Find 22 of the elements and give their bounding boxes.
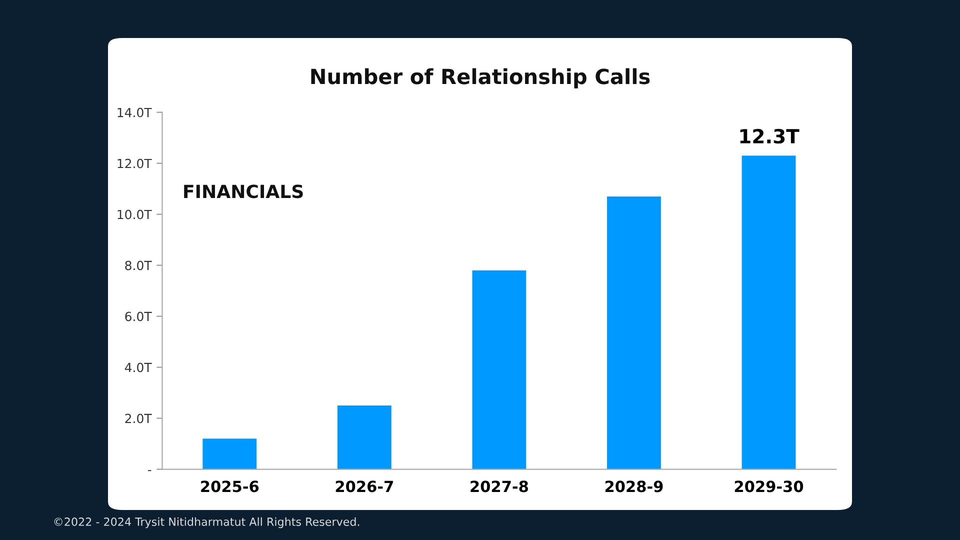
y-tick-label: 6.0T [125,312,152,322]
x-tick-label: 2025-6 [201,480,259,492]
bar [472,270,526,470]
y-tick-label: 8.0T [125,260,152,270]
x-tick-label: 2027-8 [470,480,528,492]
text: ©2022 - 2024 Trysit Nitidharmatut All Rights Reserved. [54,517,360,528]
bar [202,438,257,470]
bar [607,196,661,470]
y-tick-label: 4.0T [124,362,152,372]
annotation: FINANCIALS [184,184,303,198]
y-tick-label: 14.0T [118,108,152,118]
bar [742,156,796,470]
y-tick-label: 2.0T [125,414,152,424]
x-tick-label: 2026-7 [336,480,393,492]
x-tick-label: 2028-9 [605,480,663,492]
data-label: 12.3T [740,128,800,144]
y-tick-label: - [148,470,152,472]
bar [337,406,392,470]
x-tick-label: 2029-30 [734,480,804,492]
y-tick-label: 10.0T [118,210,152,220]
y-tick-label: 12.0T [118,158,152,168]
chart-title: Number of Relationship Calls [311,68,650,88]
